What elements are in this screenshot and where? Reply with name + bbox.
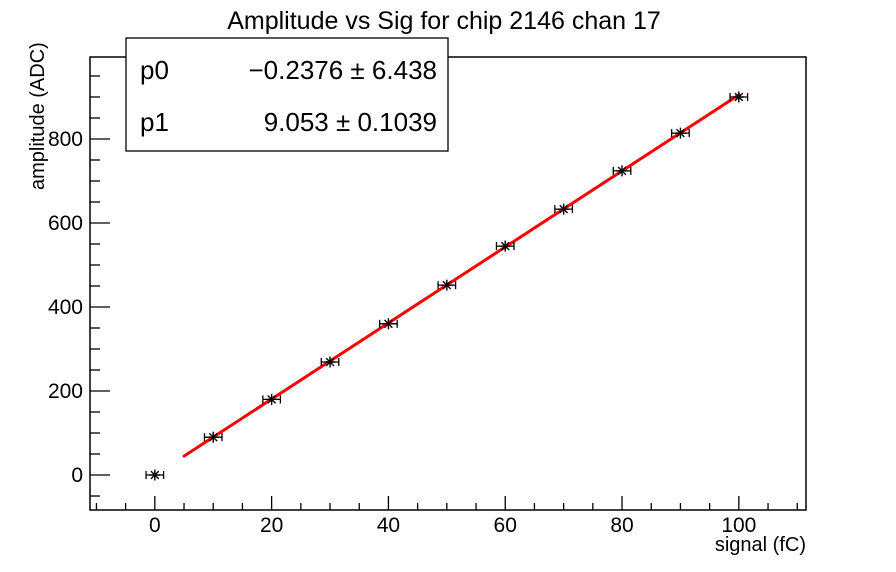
- asterisk-marker: [500, 241, 510, 251]
- data-point: [320, 356, 340, 368]
- data-point: [437, 279, 457, 291]
- y-axis-title: amplitude (ADC): [27, 42, 49, 190]
- chart-title: Amplitude vs Sig for chip 2146 chan 17: [227, 7, 661, 35]
- asterisk-marker: [442, 280, 452, 290]
- fit-line: [182, 93, 741, 458]
- data-point: [262, 393, 282, 405]
- x-tick-label: 60: [494, 514, 517, 537]
- data-point: [671, 127, 690, 139]
- stats-box: p0 −0.2376 ± 6.438 p1 9.053 ± 0.1039: [125, 37, 449, 152]
- asterisk-marker: [384, 319, 393, 329]
- stats-row-value: −0.2376 ± 6.438: [249, 55, 438, 85]
- asterisk-marker: [267, 395, 277, 404]
- stats-rows: p0 −0.2376 ± 6.438 p1 9.053 ± 0.1039: [140, 55, 437, 137]
- y-axis-tick-labels: 0 200 400 600 800: [48, 128, 83, 487]
- data-point: [203, 431, 223, 443]
- data-point: [379, 318, 398, 330]
- y-tick-label: 200: [48, 380, 83, 403]
- data-point: [612, 165, 632, 177]
- asterisk-marker: [617, 166, 627, 176]
- stats-box-border: [125, 37, 449, 152]
- x-tick-label: 40: [377, 514, 400, 537]
- stats-row-label: p1: [140, 107, 169, 137]
- asterisk-marker: [325, 357, 335, 367]
- y-tick-label: 800: [48, 128, 83, 151]
- asterisk-marker: [676, 128, 685, 138]
- stats-row-value: 9.053 ± 0.1039: [264, 107, 437, 137]
- y-tick-label: 600: [48, 212, 83, 235]
- x-tick-label: 0: [149, 514, 161, 537]
- asterisk-marker: [208, 432, 218, 442]
- stats-row-label: p0: [140, 55, 169, 85]
- data-point: [495, 240, 515, 252]
- data-point: [554, 203, 574, 215]
- y-axis-ticks: [90, 75, 110, 497]
- x-tick-label: 80: [610, 514, 633, 537]
- x-axis-title: signal (fC): [715, 534, 806, 556]
- asterisk-marker: [559, 204, 569, 214]
- data-points: [145, 91, 749, 481]
- data-point: [145, 469, 165, 481]
- y-tick-label: 400: [48, 296, 83, 319]
- y-tick-label: 0: [71, 464, 83, 487]
- asterisk-marker: [150, 470, 160, 480]
- x-axis-ticks: [95, 496, 798, 510]
- asterisk-marker: [734, 92, 744, 102]
- x-axis-tick-labels: 0 20 40 60 80 100: [149, 514, 756, 537]
- data-point: [729, 91, 749, 103]
- x-tick-label: 100: [721, 514, 756, 537]
- x-tick-label: 20: [260, 514, 283, 537]
